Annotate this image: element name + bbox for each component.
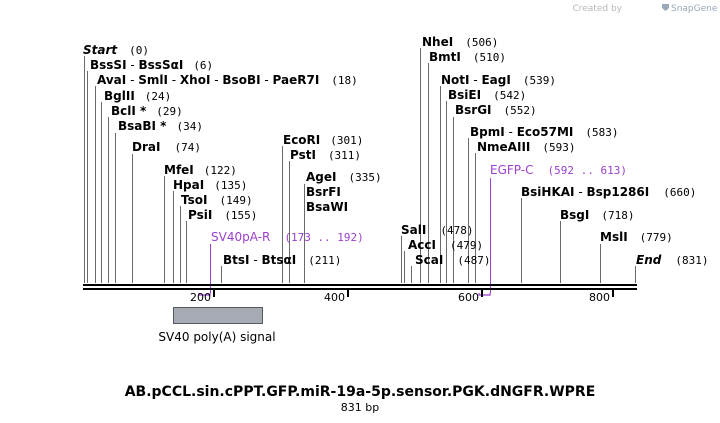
site-bsrfi[interactable]: BsrFI: [306, 185, 341, 199]
site-bcli[interactable]: BclI * (29): [111, 104, 183, 118]
site-bsgi[interactable]: BsgI (718): [560, 208, 634, 222]
site-bmti[interactable]: BmtI (510): [429, 50, 506, 64]
site-start-pos: (0): [129, 44, 149, 57]
axis-tick-200: 200: [190, 291, 211, 304]
credit-prefix: Created by: [572, 4, 622, 14]
plasmid-length: 831 bp: [341, 401, 379, 414]
site-mfei[interactable]: MfeI (122): [164, 163, 237, 177]
site-hpai[interactable]: HpaI (135): [173, 178, 247, 192]
cut-site-lines: [84, 48, 636, 283]
site-bsawi[interactable]: BsaWI: [306, 200, 348, 214]
feature-egfp-c[interactable]: EGFP-C (592 .. 613): [490, 163, 627, 177]
feature-brackets: [198, 293, 491, 296]
site-drai[interactable]: DraI (74): [132, 140, 201, 154]
site-psti[interactable]: PstI (311): [290, 148, 361, 162]
site-start[interactable]: Start (0): [83, 43, 149, 57]
feature-sv40pa-r[interactable]: SV40pA-R (173 .. 192): [211, 230, 364, 244]
site-start-name: Start: [83, 43, 118, 57]
site-tsoi[interactable]: TsoI (149): [181, 193, 253, 207]
site-bsssi[interactable]: BssSI - BssSαI (6): [90, 58, 213, 72]
sv40-polya-signal-box[interactable]: [173, 307, 263, 324]
site-bsiei[interactable]: BsiEI (542): [448, 88, 526, 102]
site-nhei[interactable]: NheI (506): [422, 35, 498, 49]
site-msli[interactable]: MslI (779): [600, 230, 673, 244]
plasmid-title: AB.pCCL.sin.cPPT.GFP.miR-19a-5p.sensor.P…: [125, 384, 596, 400]
site-bsrgi[interactable]: BsrGI (552): [455, 103, 537, 117]
site-ecori[interactable]: EcoRI (301): [283, 133, 363, 147]
site-noti[interactable]: NotI - EagI (539): [441, 73, 556, 87]
axis-tick-800: 800: [589, 291, 610, 304]
axis-tick-400: 400: [324, 291, 345, 304]
site-agei[interactable]: AgeI (335): [306, 170, 382, 184]
axis-ticks: [213, 290, 614, 297]
site-bsabi[interactable]: BsaBI * (34): [118, 119, 203, 133]
site-psii[interactable]: PsiI (155): [188, 208, 257, 222]
site-bglii[interactable]: BglII (24): [104, 89, 171, 103]
site-end[interactable]: End (831): [636, 253, 708, 267]
credit-brand: SnapGene: [671, 4, 718, 14]
site-bsihkai[interactable]: BsiHKAI - Bsp1286I (660): [521, 185, 696, 199]
site-sali[interactable]: SalI (478): [401, 223, 473, 237]
site-scai[interactable]: ScaI (487): [415, 253, 490, 267]
site-avai[interactable]: AvaI - SmlI - XhoI - BsoBI - PaeR7I (18): [97, 73, 358, 87]
site-btsi[interactable]: BtsI - BtsαI (211): [223, 253, 341, 267]
site-bpmi[interactable]: BpmI - Eco57MI (583): [470, 125, 618, 139]
axis-tick-600: 600: [458, 291, 479, 304]
site-acci[interactable]: AccI (479): [408, 238, 483, 252]
site-nmeaiii[interactable]: NmeAIII (593): [477, 140, 576, 154]
snapgene-logo-icon: [662, 4, 669, 11]
sv40-polya-signal-label: SV40 poly(A) signal: [158, 330, 275, 344]
sequence-backbone: [83, 284, 637, 290]
